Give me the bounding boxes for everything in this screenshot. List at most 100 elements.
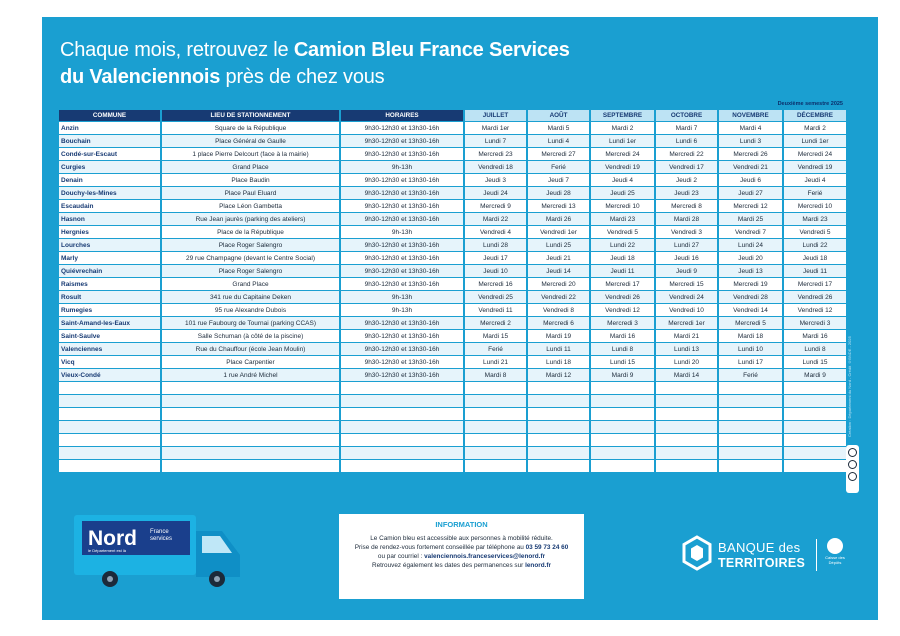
date-cell: Lundi 25 — [528, 239, 589, 251]
date-cell: Mardi 26 — [528, 213, 589, 225]
date-cell: Lundi 3 — [719, 135, 782, 147]
date-cell: Lundi 27 — [656, 239, 717, 251]
location-cell: Place Roger Salengro — [162, 239, 339, 251]
info-line4: Retrouvez également les dates des perman… — [371, 562, 552, 569]
date-cell: Jeudi 18 — [591, 252, 654, 264]
empty-cell — [656, 460, 717, 472]
location-cell: 1 rue André Michel — [162, 369, 339, 381]
info-heading: INFORMATION — [435, 520, 488, 529]
date-cell: Lundi 11 — [528, 343, 589, 355]
location-cell: Rue du Chauffour (école Jean Moulin) — [162, 343, 339, 355]
empty-cell — [528, 395, 589, 407]
hours-cell: 9h30-12h30 et 13h30-16h — [341, 278, 463, 290]
date-cell: Lundi 13 — [656, 343, 717, 355]
table-header-row: COMMUNE LIEU DE STATIONNEMENT HORAIRES JUIL… — [59, 110, 846, 121]
empty-cell — [59, 382, 160, 394]
empty-table-row — [59, 408, 846, 420]
empty-cell — [341, 395, 463, 407]
info-email[interactable]: valenciennois.franceservices@lenord.fr — [424, 553, 546, 560]
date-cell: Lundi 7 — [465, 135, 526, 147]
truck-logo-panel — [82, 521, 190, 555]
column-header: SEPTEMBRE — [591, 110, 654, 121]
empty-cell — [719, 460, 782, 472]
empty-cell — [528, 382, 589, 394]
date-cell: Lundi 17 — [719, 356, 782, 368]
commune-cell: Escaudain — [59, 200, 160, 212]
date-cell: Vendredi 18 — [465, 161, 526, 173]
date-cell: Mardi 2 — [591, 122, 654, 134]
empty-cell — [784, 460, 846, 472]
truck-tagline: le Département est là — [88, 548, 127, 553]
date-cell: Lundi 22 — [784, 239, 846, 251]
cdc-emblem-icon — [827, 538, 843, 554]
empty-cell — [784, 395, 846, 407]
empty-cell — [784, 408, 846, 420]
location-cell: Place Carpentier — [162, 356, 339, 368]
info-phone[interactable]: 03 59 73 24 60 — [525, 544, 569, 551]
commune-cell: Vieux-Condé — [59, 369, 160, 381]
phone-icon — [848, 460, 857, 469]
date-cell: Jeudi 11 — [784, 265, 846, 277]
empty-cell — [719, 447, 782, 459]
date-cell: Jeudi 3 — [465, 174, 526, 186]
table-row: Douchy-les-Mines Place Paul Eluard 9h30-12… — [59, 187, 846, 199]
table-row: Anzin Square de la République 9h30-12h30 e… — [59, 122, 846, 134]
date-cell: Lundi 1er — [784, 135, 846, 147]
date-cell: Vendredi 25 — [465, 291, 526, 303]
title-line2-normal: près de chez vous — [220, 66, 385, 88]
date-cell: Mardi 22 — [465, 213, 526, 225]
empty-cell — [162, 421, 339, 433]
location-cell: 95 rue Alexandre Dubois — [162, 304, 339, 316]
date-cell: Lundi 4 — [528, 135, 589, 147]
date-cell: Vendredi 12 — [784, 304, 846, 316]
date-cell: Mardi 16 — [591, 330, 654, 342]
column-header: DÉCEMBRE — [784, 110, 846, 121]
date-cell: Mercredi 20 — [528, 278, 589, 290]
date-cell: Ferié — [528, 161, 589, 173]
hours-cell: 9h30-12h30 et 13h30-16h — [341, 369, 463, 381]
side-credit: Création : Département du Nord - Crédit … — [847, 336, 852, 437]
commune-cell: Saint-Amand-les-Eaux — [59, 317, 160, 329]
empty-cell — [341, 382, 463, 394]
hours-cell: 9h-13h — [341, 161, 463, 173]
date-cell: Jeudi 17 — [465, 252, 526, 264]
date-cell: Jeudi 23 — [656, 187, 717, 199]
date-cell: Lundi 8 — [591, 343, 654, 355]
schedule-table: COMMUNE LIEU DE STATIONNEMENT HORAIRES JUIL… — [57, 109, 848, 473]
empty-cell — [719, 382, 782, 394]
date-cell: Mardi 9 — [784, 369, 846, 381]
date-cell: Vendredi 5 — [784, 226, 846, 238]
commune-cell: Marly — [59, 252, 160, 264]
title-line1-bold: Camion Bleu France Services — [293, 39, 570, 61]
date-cell: Vendredi 22 — [528, 291, 589, 303]
empty-cell — [591, 460, 654, 472]
location-cell: Place de la République — [162, 226, 339, 238]
table-row: Escaudain Place Léon Gambetta 9h30-12h30 e… — [59, 200, 846, 212]
empty-cell — [465, 460, 526, 472]
date-cell: Vendredi 8 — [528, 304, 589, 316]
date-cell: Mercredi 5 — [719, 317, 782, 329]
date-cell: Mercredi 22 — [656, 148, 717, 160]
location-cell: Place Léon Gambetta — [162, 200, 339, 212]
empty-cell — [784, 382, 846, 394]
date-cell: Lundi 1er — [591, 135, 654, 147]
empty-cell — [591, 408, 654, 420]
empty-cell — [528, 460, 589, 472]
info-site-link[interactable]: lenord.fr — [525, 562, 552, 569]
banque-des-territoires-logo: BANQUE des TERRITOIRES Caisse des Dépôts — [682, 535, 852, 577]
date-cell: Lundi 15 — [784, 356, 846, 368]
empty-cell — [719, 434, 782, 446]
date-cell: Mardi 14 — [656, 369, 717, 381]
empty-cell — [465, 395, 526, 407]
empty-cell — [784, 421, 846, 433]
table-row: Saint-Saulve Salle Schuman (à côté de la … — [59, 330, 846, 342]
empty-cell — [528, 447, 589, 459]
date-cell: Mercredi 8 — [656, 200, 717, 212]
commune-cell: Raismes — [59, 278, 160, 290]
empty-cell — [591, 382, 654, 394]
date-cell: Vendredi 3 — [656, 226, 717, 238]
location-cell: Grand Place — [162, 278, 339, 290]
hours-cell: 9h30-12h30 et 13h30-16h — [341, 200, 463, 212]
commune-cell: Lourches — [59, 239, 160, 251]
date-cell: Vendredi 14 — [719, 304, 782, 316]
